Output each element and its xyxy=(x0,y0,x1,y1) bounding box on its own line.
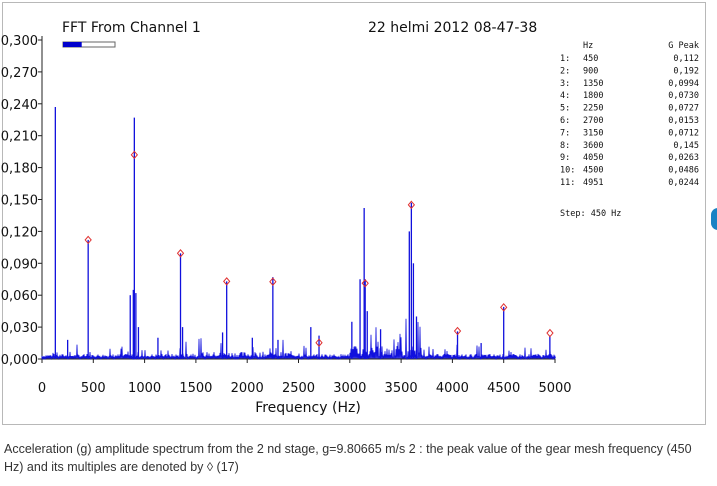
peak-hz: 1800 xyxy=(583,91,603,101)
peak-marker xyxy=(546,328,554,338)
peak-index: 11: xyxy=(560,178,575,188)
figure-caption: Acceleration (g) amplitude spectrum from… xyxy=(4,442,692,474)
peak-marker xyxy=(130,150,138,160)
x-tick-label: 0 xyxy=(38,381,46,396)
peak-table-header-hz: Hz xyxy=(583,41,593,51)
peak-g: 0,0712 xyxy=(668,128,699,138)
y-tick-label: 0,240 xyxy=(1,98,38,113)
y-tick-label: 0,180 xyxy=(1,162,38,177)
peak-index: 7: xyxy=(560,128,570,138)
y-tick-label: 0,090 xyxy=(1,257,38,272)
y-tick-label: 0,030 xyxy=(1,321,38,336)
x-tick-label: 1000 xyxy=(128,381,161,396)
peak-g: 0,0727 xyxy=(668,104,699,114)
fft-spectrum-chart: 0,000 0,030 0,060 0,090 0,120 0,150 0,180 0,210… xyxy=(1,20,699,416)
peak-table: Hz G Peak 1: 450 0,112 2: 900 0,192 3: 1350 0,09… xyxy=(560,41,699,188)
x-tick-label: 5000 xyxy=(538,381,571,396)
peak-index: 4: xyxy=(560,91,570,101)
peak-index: 5: xyxy=(560,104,570,114)
y-tick-label: 0,000 xyxy=(1,353,38,368)
peak-index: 9: xyxy=(560,153,570,163)
peak-hz: 2700 xyxy=(583,116,603,126)
x-tick-label: 1500 xyxy=(179,381,212,396)
x-tick-label: 500 xyxy=(81,381,106,396)
peak-g: 0,0994 xyxy=(668,79,699,89)
peak-hz: 900 xyxy=(583,66,598,76)
x-tick-label: 3000 xyxy=(333,381,366,396)
peak-index: 6: xyxy=(560,116,570,126)
peak-hz: 3150 xyxy=(583,128,603,138)
peak-hz: 4500 xyxy=(583,166,603,176)
peak-g: 0,0244 xyxy=(668,178,699,188)
peak-g: 0,192 xyxy=(673,66,699,76)
chart-title: FFT From Channel 1 xyxy=(62,20,201,36)
peak-hz: 450 xyxy=(583,54,598,64)
spectrum-layer xyxy=(41,106,556,361)
peak-marker xyxy=(407,200,416,210)
x-tick-label: 2000 xyxy=(231,381,264,396)
axes-layer: 0,000 0,030 0,060 0,090 0,120 0,150 0,180 0,210… xyxy=(1,34,572,396)
peak-g: 0,145 xyxy=(673,141,699,151)
x-tick-label: 4000 xyxy=(436,381,469,396)
scroll-indicator[interactable] xyxy=(711,208,717,230)
peak-marker xyxy=(453,326,462,336)
peak-index: 8: xyxy=(560,141,570,151)
y-tick-label: 0,210 xyxy=(1,130,38,145)
progress-bar-fill xyxy=(63,42,82,47)
step-text: Step: 450 Hz xyxy=(560,209,621,219)
x-axis-label: Frequency (Hz) xyxy=(255,400,361,416)
peak-hz: 4951 xyxy=(583,178,603,188)
peak-g: 0,0486 xyxy=(668,166,699,176)
peak-marker xyxy=(223,277,231,286)
noise-floor xyxy=(41,318,556,361)
peak-g: 0,112 xyxy=(673,54,699,64)
y-tick-label: 0,120 xyxy=(1,225,38,240)
y-tick-label: 0,060 xyxy=(1,289,38,304)
peak-index: 2: xyxy=(560,66,570,76)
y-tick-label: 0,150 xyxy=(1,194,38,209)
x-tick-label: 3500 xyxy=(385,381,418,396)
y-tick-label: 0,300 xyxy=(1,34,38,49)
peak-marker xyxy=(269,277,277,286)
x-tick-label: 4500 xyxy=(487,381,520,396)
peak-hz: 2250 xyxy=(583,104,603,114)
peak-marker xyxy=(500,303,508,312)
peak-marker xyxy=(84,235,92,245)
peak-hz: 3600 xyxy=(583,141,603,151)
peak-marker xyxy=(176,249,185,258)
y-tick-label: 0,270 xyxy=(1,66,38,81)
peak-hz: 4050 xyxy=(583,153,603,163)
peak-index: 1: xyxy=(560,54,570,64)
marker-layer xyxy=(84,150,554,347)
chart-timestamp: 22 helmi 2012 08-47-38 xyxy=(368,20,537,36)
peak-index: 3: xyxy=(560,79,570,89)
peak-g: 0,0153 xyxy=(668,116,699,126)
peak-marker xyxy=(361,279,369,288)
peak-index: 10: xyxy=(560,166,575,176)
peak-table-header-g: G Peak xyxy=(668,41,699,51)
x-tick-label: 2500 xyxy=(282,381,315,396)
peak-marker xyxy=(315,338,323,347)
peak-g: 0,0730 xyxy=(668,91,699,101)
peak-g: 0,0263 xyxy=(668,153,699,163)
peak-hz: 1350 xyxy=(583,79,603,89)
